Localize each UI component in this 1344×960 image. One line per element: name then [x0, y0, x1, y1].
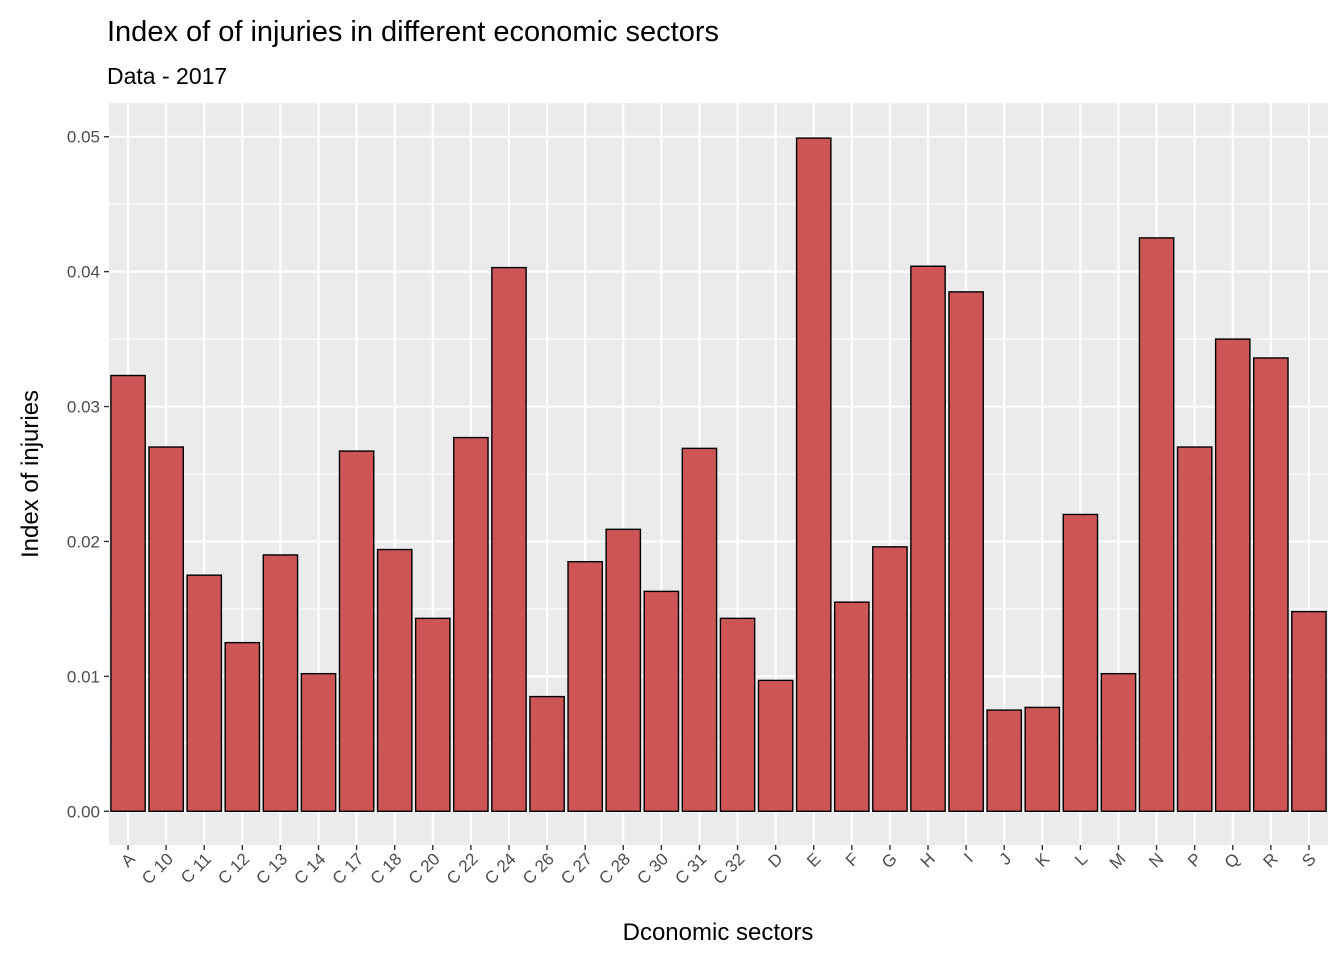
x-tick-label: C 26: [519, 849, 558, 888]
bar-n: [1138, 237, 1175, 812]
bars-group: [110, 137, 1327, 812]
bar-c31: [681, 447, 718, 812]
x-tick-label: A: [117, 849, 139, 871]
y-axis-title: Index of injuries: [17, 390, 44, 558]
bar-c26: [529, 695, 565, 812]
x-tick-label: D: [764, 849, 786, 871]
x-tick-label: R: [1260, 849, 1282, 871]
y-axis: 0.00 0.01 0.02 0.03 0.04 0.05: [67, 128, 109, 821]
x-tick-label: G: [878, 849, 901, 872]
chart-title: Index of of injuries in different econom…: [107, 16, 719, 48]
bar-g: [872, 546, 908, 812]
bar-h: [910, 265, 946, 812]
x-tick-label: J: [996, 849, 1015, 868]
bar-k: [1024, 706, 1061, 812]
x-tick-label: N: [1145, 849, 1167, 871]
y-tick-label: 0.00: [67, 802, 100, 821]
x-tick-label: I: [960, 849, 977, 866]
y-tick-label: 0.02: [67, 532, 100, 551]
bar-c14: [300, 672, 337, 812]
x-tick-label: C 11: [177, 849, 215, 887]
bar-e: [795, 137, 832, 812]
y-tick-label: 0.05: [67, 128, 100, 147]
x-tick-label: C 12: [214, 849, 253, 888]
x-tick-label: C 24: [481, 849, 520, 888]
x-tick-label: C 30: [633, 849, 672, 888]
x-tick-label: C 27: [557, 849, 596, 888]
bar-p: [1176, 446, 1213, 812]
x-tick-label: C 32: [710, 849, 749, 888]
bar-s: [1291, 610, 1327, 812]
bar-c20: [414, 617, 451, 812]
bar-c10: [148, 446, 184, 812]
x-tick-label: F: [842, 849, 863, 870]
y-tick-label: 0.01: [67, 667, 100, 686]
x-tick-label: H: [917, 849, 939, 871]
x-tick-label: C 10: [138, 849, 177, 888]
x-tick-label: C 18: [367, 849, 406, 888]
x-tick-label: P: [1184, 849, 1205, 870]
x-tick-label: C 28: [595, 849, 634, 888]
x-tick-label: M: [1106, 849, 1129, 872]
bar-c11: [186, 574, 223, 812]
x-tick-label: E: [803, 849, 824, 870]
bar-q: [1214, 338, 1251, 812]
x-tick-label: C 20: [405, 849, 444, 888]
bar-c12: [224, 641, 261, 812]
bar-c13: [262, 554, 299, 812]
bar-m: [1100, 672, 1137, 812]
bar-i: [948, 291, 984, 812]
bar-a: [110, 374, 146, 812]
x-tick-label: C 14: [291, 849, 330, 888]
x-tick-label: C 17: [329, 849, 368, 888]
x-tick-label: C 22: [443, 849, 482, 888]
bar-d: [757, 679, 794, 812]
x-tick-label: S: [1298, 849, 1319, 870]
x-tick-label: C 13: [252, 849, 291, 888]
y-tick-label: 0.03: [67, 398, 100, 417]
x-tick-label: K: [1032, 849, 1054, 871]
bar-c22: [453, 436, 489, 812]
bar-c18: [376, 548, 413, 812]
x-tick-label: Q: [1221, 849, 1244, 872]
bar-c17: [338, 450, 375, 812]
bar-l: [1062, 513, 1099, 812]
bar-c27: [567, 560, 604, 812]
bar-r: [1253, 357, 1289, 812]
bar-c24: [491, 266, 527, 812]
y-tick-label: 0.04: [67, 263, 100, 282]
x-tick-label: L: [1071, 849, 1091, 869]
chart-subtitle: Data - 2017: [107, 63, 227, 89]
bar-f: [833, 601, 870, 812]
x-axis-title: Dconomic sectors: [623, 919, 814, 946]
bar-j: [986, 709, 1023, 812]
x-tick-label: C 31: [671, 849, 710, 888]
bar-c32: [719, 617, 756, 812]
bar-c28: [605, 528, 642, 812]
bar-c30: [643, 590, 680, 812]
